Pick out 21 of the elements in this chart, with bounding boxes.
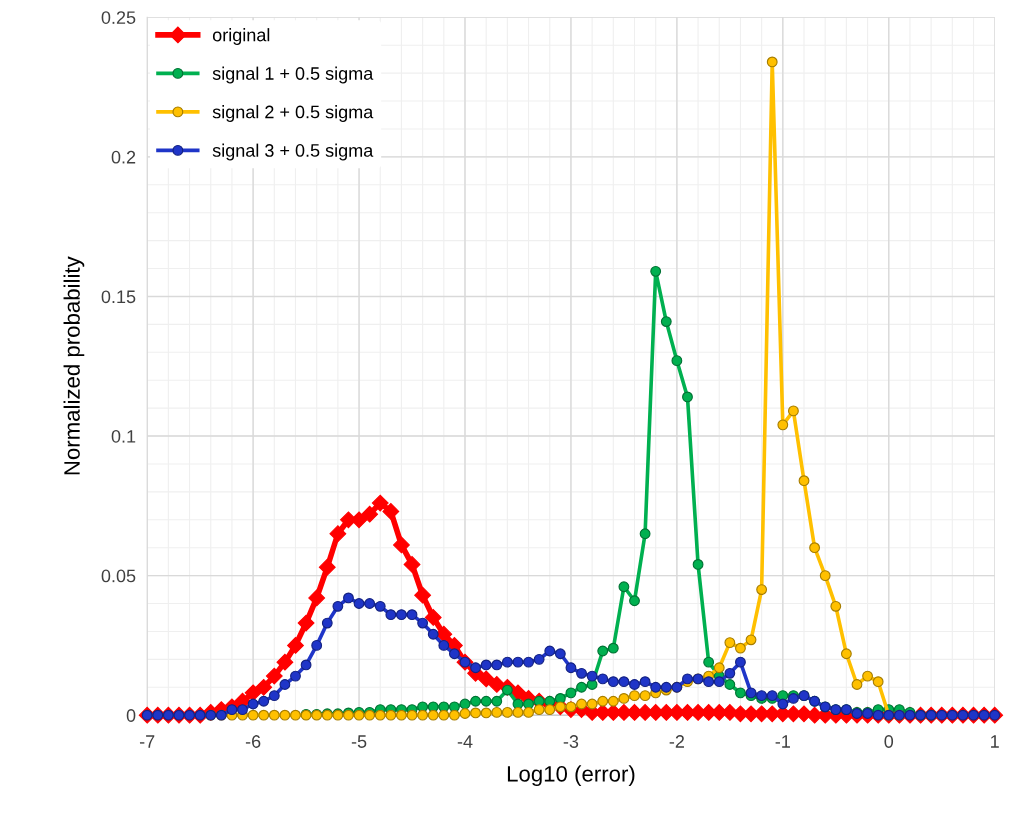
legend-label: signal 1 + 0.5 sigma bbox=[212, 66, 374, 84]
legend-label: signal 3 + 0.5 sigma bbox=[212, 143, 374, 161]
x-tick-label: -3 bbox=[563, 735, 579, 748]
x-tick-label: -5 bbox=[351, 735, 367, 748]
y-tick-label: 0.15 bbox=[101, 290, 136, 304]
y-axis-title: Normalized probability bbox=[63, 256, 85, 475]
y-tick-label: 0.25 bbox=[101, 11, 136, 24]
legend-label: signal 2 + 0.5 sigma bbox=[212, 105, 374, 122]
x-axis-title: Log10 (error) bbox=[507, 765, 635, 787]
y-tick-label: 0 bbox=[126, 709, 136, 722]
y-tick-label: 0.1 bbox=[111, 429, 136, 443]
x-tick-label: -6 bbox=[245, 735, 261, 748]
y-tick-label: 0.2 bbox=[111, 150, 136, 164]
legend-label: original bbox=[212, 28, 270, 45]
x-tick-label: -4 bbox=[457, 735, 473, 748]
x-tick-label: -1 bbox=[775, 735, 790, 748]
x-tick-label: -2 bbox=[669, 735, 684, 748]
y-tick-label: 0.05 bbox=[101, 569, 136, 583]
x-tick-label: 1 bbox=[991, 735, 999, 748]
x-tick-label: 0 bbox=[884, 735, 894, 748]
x-tick-label: -7 bbox=[139, 735, 155, 748]
